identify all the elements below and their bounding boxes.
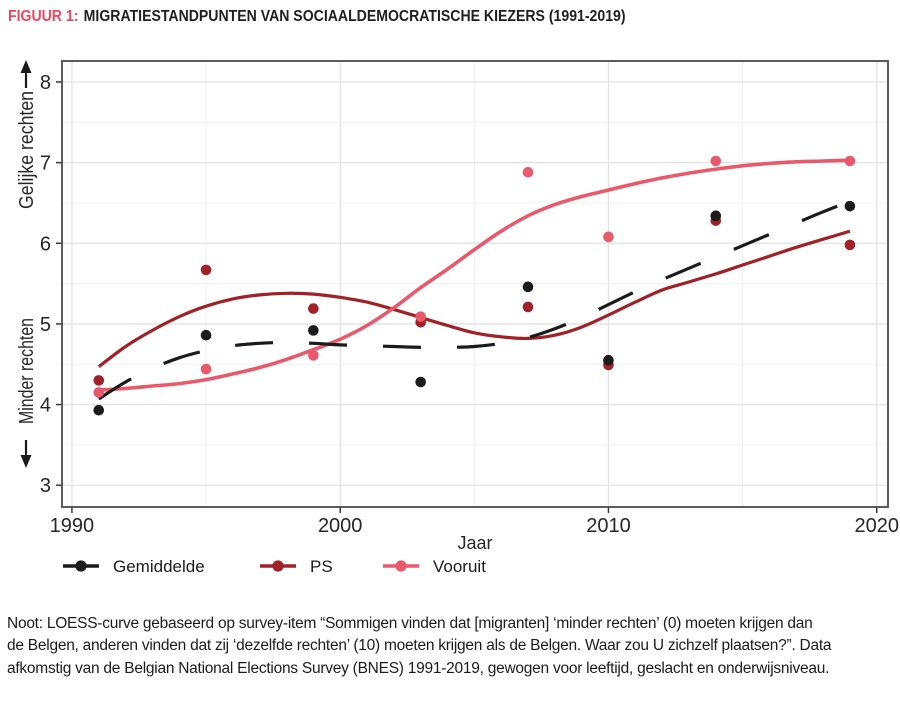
data-point-gemiddelde-1991 — [93, 404, 105, 416]
loess-curve-ps — [97, 229, 851, 368]
data-point-vooruit-1999 — [308, 350, 319, 361]
figure-number: FIGUUR 1: — [8, 8, 79, 25]
up-arrow-head-icon — [20, 60, 32, 73]
x-axis-title: Jaar — [457, 533, 492, 553]
y-tick-label: 8 — [40, 72, 51, 94]
data-point-gemiddelde-2007 — [522, 281, 534, 293]
x-tick-label: 1990 — [50, 515, 95, 537]
legend-key-point-vooruit — [395, 560, 407, 572]
data-point-vooruit-2010 — [603, 231, 614, 243]
loess-curve-gemiddelde — [97, 199, 851, 401]
loess-curve-vooruit — [98, 158, 850, 392]
y-tick-label: 4 — [40, 395, 51, 417]
y-tick-label: 5 — [40, 314, 51, 336]
data-point-ps-1991 — [93, 375, 105, 386]
note-line-2: de Belgen, anderen vinden dat zij ‘dezel… — [7, 637, 832, 655]
data-point-vooruit-2014 — [710, 155, 722, 167]
x-tick-label: 2020 — [854, 515, 899, 537]
legend-label-vooruit: Vooruit — [433, 557, 486, 576]
migration-attitudes-chart: 3 4 5 6 7 8 1990 2000 2010 2020 Jaar Gelijke rechte… — [16, 60, 899, 576]
data-point-gemiddelde-2019 — [844, 200, 856, 212]
data-point-vooruit-2019 — [844, 155, 856, 167]
data-point-ps-1999 — [308, 303, 319, 314]
note-line-3: afkomstig van de Belgian National Electi… — [7, 659, 830, 677]
data-point-gemiddelde-2010 — [603, 354, 614, 366]
data-point-ps-2019 — [844, 239, 856, 251]
data-point-vooruit-1995 — [200, 363, 212, 375]
data-point-vooruit-1991 — [93, 387, 105, 398]
legend-label-gemiddelde: Gemiddelde — [113, 557, 205, 576]
note-line-1: Noot: LOESS-curve gebaseerd op survey-it… — [7, 615, 813, 632]
x-tick-label: 2000 — [318, 515, 363, 537]
data-point-ps-1995 — [200, 264, 212, 276]
y-axis-title-bottom: Minder rechten — [16, 318, 38, 424]
y-tick-label: 3 — [40, 475, 51, 497]
panel-border — [61, 60, 889, 508]
y-axis-title-top: Gelijke rechten — [16, 91, 38, 209]
data-point-ps-2007 — [522, 301, 534, 313]
data-point-gemiddelde-2014 — [710, 210, 722, 222]
figure-title-text: MIGRATIESTANDPUNTEN VAN SOCIAALDEMOCRATI… — [83, 8, 626, 25]
data-point-gemiddelde-1995 — [200, 329, 212, 341]
figure-note: Noot: LOESS-curve gebaseerd op survey-it… — [7, 613, 832, 680]
data-point-vooruit-2007 — [522, 166, 534, 178]
figure-title: FIGUUR 1: MIGRATIESTANDPUNTEN VAN SOCIAAL… — [8, 8, 626, 26]
y-tick-label: 6 — [40, 233, 51, 255]
x-tick-label: 2010 — [586, 515, 631, 537]
data-point-gemiddelde-2003 — [415, 376, 426, 388]
data-point-vooruit-2003 — [415, 311, 426, 322]
legend-label-ps: PS — [310, 557, 333, 576]
data-point-gemiddelde-1999 — [308, 325, 319, 336]
y-tick-label: 7 — [40, 153, 51, 175]
legend-key-point-gemiddelde — [75, 560, 87, 572]
down-arrow-head-icon — [20, 455, 32, 468]
legend-key-point-ps — [272, 560, 284, 572]
